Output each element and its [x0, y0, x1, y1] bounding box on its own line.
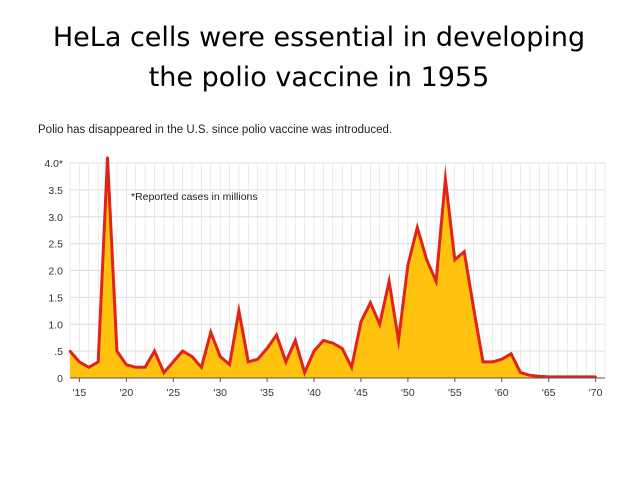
series-area-fill — [70, 157, 596, 378]
data-point — [303, 371, 306, 374]
y-tick-label: 2.0 — [48, 266, 63, 278]
x-tick-label: '40 — [307, 387, 321, 399]
data-point — [125, 363, 128, 366]
data-point — [528, 374, 532, 377]
data-point — [387, 280, 391, 283]
x-tick-label: '35 — [260, 387, 274, 399]
chart-annotation: *Reported cases in millions — [131, 191, 258, 203]
data-point — [256, 358, 259, 361]
data-point — [237, 309, 241, 312]
data-point — [444, 177, 447, 181]
data-point — [472, 306, 475, 310]
y-tick-label: 4.0* — [44, 158, 63, 170]
y-tick-label: 0 — [57, 373, 63, 385]
x-tick-label: '20 — [119, 387, 133, 399]
data-point — [106, 156, 109, 159]
data-point — [143, 366, 147, 369]
data-point — [68, 349, 72, 353]
data-point — [162, 371, 166, 374]
data-point — [491, 360, 494, 364]
data-point — [519, 371, 522, 374]
chart-axes — [70, 377, 605, 382]
x-tick-label: '65 — [542, 387, 556, 399]
data-point — [322, 339, 325, 342]
data-point — [209, 331, 212, 334]
data-point — [538, 375, 541, 378]
data-point — [265, 347, 269, 350]
data-point — [378, 323, 381, 326]
data-point — [200, 366, 203, 369]
data-point — [350, 366, 353, 369]
data-point — [566, 375, 569, 379]
data-point — [434, 280, 438, 283]
slide-title: HeLa cells were essential in developing … — [0, 18, 638, 98]
data-point — [172, 360, 175, 364]
slide-title-line-1: HeLa cells were essential in developing — [52, 22, 586, 53]
data-point — [594, 375, 597, 379]
data-point — [585, 375, 588, 379]
data-point — [153, 349, 156, 353]
data-point — [359, 320, 363, 323]
data-point — [453, 258, 456, 261]
x-tick-label: '50 — [401, 387, 415, 399]
data-point — [312, 349, 316, 353]
data-point — [481, 360, 485, 364]
slide-title-line-2: the polio vaccine in 1955 — [148, 62, 490, 93]
y-tick-label: .5 — [54, 346, 63, 358]
y-tick-label: 3.0 — [48, 212, 63, 224]
data-point — [78, 360, 81, 364]
chart-title: Polio has disappeared in the U.S. since … — [38, 124, 393, 136]
y-tick-label: 1.5 — [48, 292, 63, 304]
y-tick-label: 3.5 — [48, 185, 63, 197]
data-point — [87, 366, 91, 369]
data-point — [247, 360, 250, 364]
data-point — [509, 352, 513, 355]
x-tick-label: '15 — [73, 387, 87, 399]
data-point — [406, 263, 410, 267]
data-point — [556, 375, 560, 379]
data-point — [369, 301, 372, 304]
data-point — [97, 360, 100, 364]
chart-tick-labels: 4.0* 3.5 3.0 2.5 2.0 1.5 1.0 .5 0 '15 '20 '25 '30 '35… — [44, 158, 602, 399]
y-tick-label: 2.5 — [48, 239, 63, 251]
data-point — [181, 349, 184, 353]
data-point — [115, 349, 119, 353]
data-point — [575, 375, 578, 379]
data-point — [219, 355, 222, 358]
data-point — [331, 341, 334, 345]
data-point — [416, 226, 419, 229]
x-tick-label: '25 — [166, 387, 180, 399]
data-point — [397, 339, 400, 342]
x-tick-label: '70 — [589, 387, 603, 399]
data-point — [547, 375, 550, 379]
data-point — [500, 358, 503, 361]
data-point — [463, 250, 466, 253]
data-point — [228, 363, 231, 366]
x-tick-label: '30 — [213, 387, 227, 399]
data-point — [284, 360, 288, 364]
y-tick-label: 1.0 — [48, 319, 63, 331]
data-point — [275, 333, 278, 337]
chart-area-layer — [68, 156, 597, 379]
x-tick-label: '60 — [495, 387, 509, 399]
chart-gridlines — [69, 162, 606, 379]
x-tick-label: '45 — [354, 387, 368, 399]
data-point — [134, 366, 137, 369]
data-point — [190, 355, 194, 358]
data-point — [341, 347, 344, 350]
data-point — [425, 258, 428, 261]
data-point — [294, 339, 297, 342]
x-tick-label: '55 — [448, 387, 462, 399]
